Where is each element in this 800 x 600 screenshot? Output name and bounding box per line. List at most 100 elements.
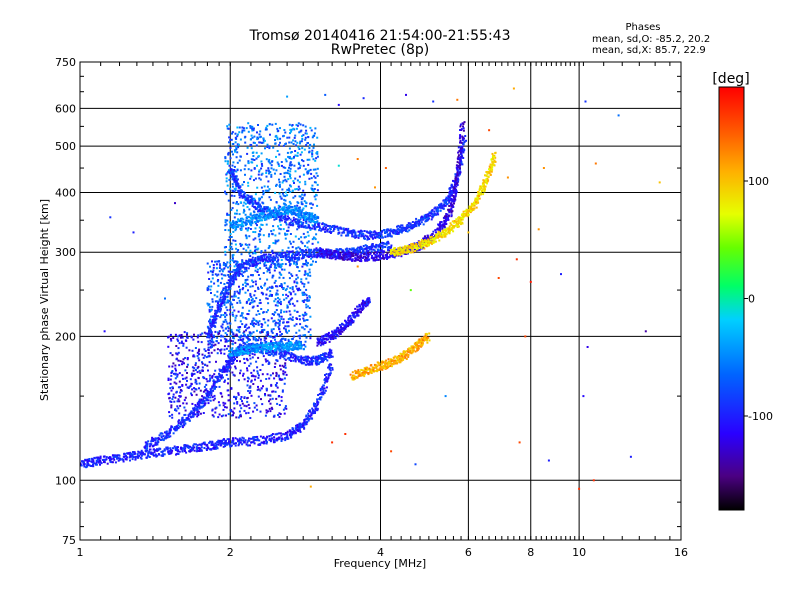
- data-point: [397, 233, 400, 235]
- data-point: [392, 228, 395, 231]
- data-point: [419, 223, 422, 225]
- data-point: [312, 146, 315, 149]
- data-point: [260, 323, 263, 325]
- data-point: [380, 234, 383, 237]
- data-point: [191, 366, 194, 369]
- data-point: [262, 385, 264, 388]
- data-point: [221, 300, 224, 303]
- data-point: [229, 287, 232, 290]
- data-point: [285, 217, 288, 220]
- data-point: [296, 141, 299, 144]
- data-point: [277, 262, 280, 265]
- data-point: [363, 230, 366, 232]
- data-point: [377, 234, 380, 237]
- data-point: [179, 360, 182, 363]
- data-point: [170, 371, 173, 374]
- data-point: [210, 390, 213, 393]
- data-point: [284, 171, 287, 174]
- data-point: [247, 334, 249, 337]
- data-point: [305, 294, 308, 297]
- data-point: [198, 450, 201, 452]
- data-point: [239, 192, 242, 195]
- data-point: [288, 277, 291, 280]
- data-point: [266, 260, 269, 263]
- data-point: [204, 396, 207, 399]
- data-point: [289, 161, 292, 164]
- data-point: [146, 442, 149, 445]
- data-point: [196, 415, 199, 418]
- data-point: [157, 448, 160, 451]
- data-point: [248, 350, 251, 353]
- data-point: [208, 334, 211, 336]
- data-point: [287, 295, 290, 298]
- data-point: [232, 269, 235, 272]
- data-point: [297, 167, 300, 170]
- data-point: [282, 318, 285, 321]
- data-point: [231, 441, 233, 444]
- data-point: [305, 423, 308, 426]
- data-point: [226, 309, 229, 312]
- data-point: [316, 155, 319, 158]
- data-point: [290, 354, 293, 357]
- data-point: [415, 222, 418, 225]
- data-point: [203, 447, 206, 449]
- data-point: [190, 383, 193, 386]
- data-point: [221, 270, 224, 273]
- data-point: [288, 329, 290, 332]
- data-point: [309, 363, 312, 366]
- data-point: [377, 248, 380, 251]
- data-point: [272, 274, 275, 277]
- data-point: [313, 226, 316, 229]
- data-point: [248, 263, 251, 266]
- data-point: [221, 326, 224, 329]
- data-point: [289, 167, 292, 170]
- data-point: [360, 246, 362, 249]
- data-point: [232, 153, 234, 156]
- data-point: [292, 127, 295, 130]
- data-point: [294, 358, 297, 361]
- data-point: [246, 444, 249, 447]
- data-point: [276, 304, 279, 307]
- data-point: [259, 267, 262, 270]
- data-point: [212, 322, 215, 325]
- data-point: [166, 436, 169, 439]
- data-point: [303, 426, 306, 429]
- data-point: [282, 194, 285, 197]
- data-point: [328, 225, 331, 228]
- data-point: [267, 189, 270, 192]
- data-point: [240, 396, 243, 398]
- data-point: [211, 260, 213, 263]
- data-point: [258, 238, 261, 241]
- data-point: [229, 285, 232, 287]
- data-point: [296, 318, 299, 320]
- data-point: [274, 390, 277, 393]
- data-point: [257, 201, 260, 204]
- data-point: [247, 411, 250, 414]
- data-point: [224, 297, 227, 299]
- data-point: [191, 447, 194, 450]
- data-point: [214, 321, 217, 324]
- data-point: [280, 434, 283, 437]
- data-point: [269, 293, 272, 296]
- data-point: [233, 294, 236, 297]
- data-point: [318, 398, 321, 400]
- data-point: [147, 454, 150, 457]
- data-point: [234, 187, 237, 190]
- data-point: [317, 363, 320, 365]
- data-point: [245, 244, 248, 246]
- data-point: [251, 205, 254, 208]
- data-point: [214, 309, 217, 312]
- data-point: [272, 390, 275, 393]
- data-point: [212, 379, 215, 382]
- data-point: [302, 257, 305, 259]
- data-point: [284, 214, 287, 217]
- data-point: [162, 439, 165, 442]
- data-point: [282, 433, 285, 436]
- data-point: [282, 217, 285, 220]
- data-point: [284, 263, 287, 266]
- data-point: [249, 338, 251, 341]
- data-point: [418, 220, 421, 223]
- data-point: [258, 170, 261, 173]
- data-point: [265, 311, 268, 314]
- data-point: [197, 334, 200, 337]
